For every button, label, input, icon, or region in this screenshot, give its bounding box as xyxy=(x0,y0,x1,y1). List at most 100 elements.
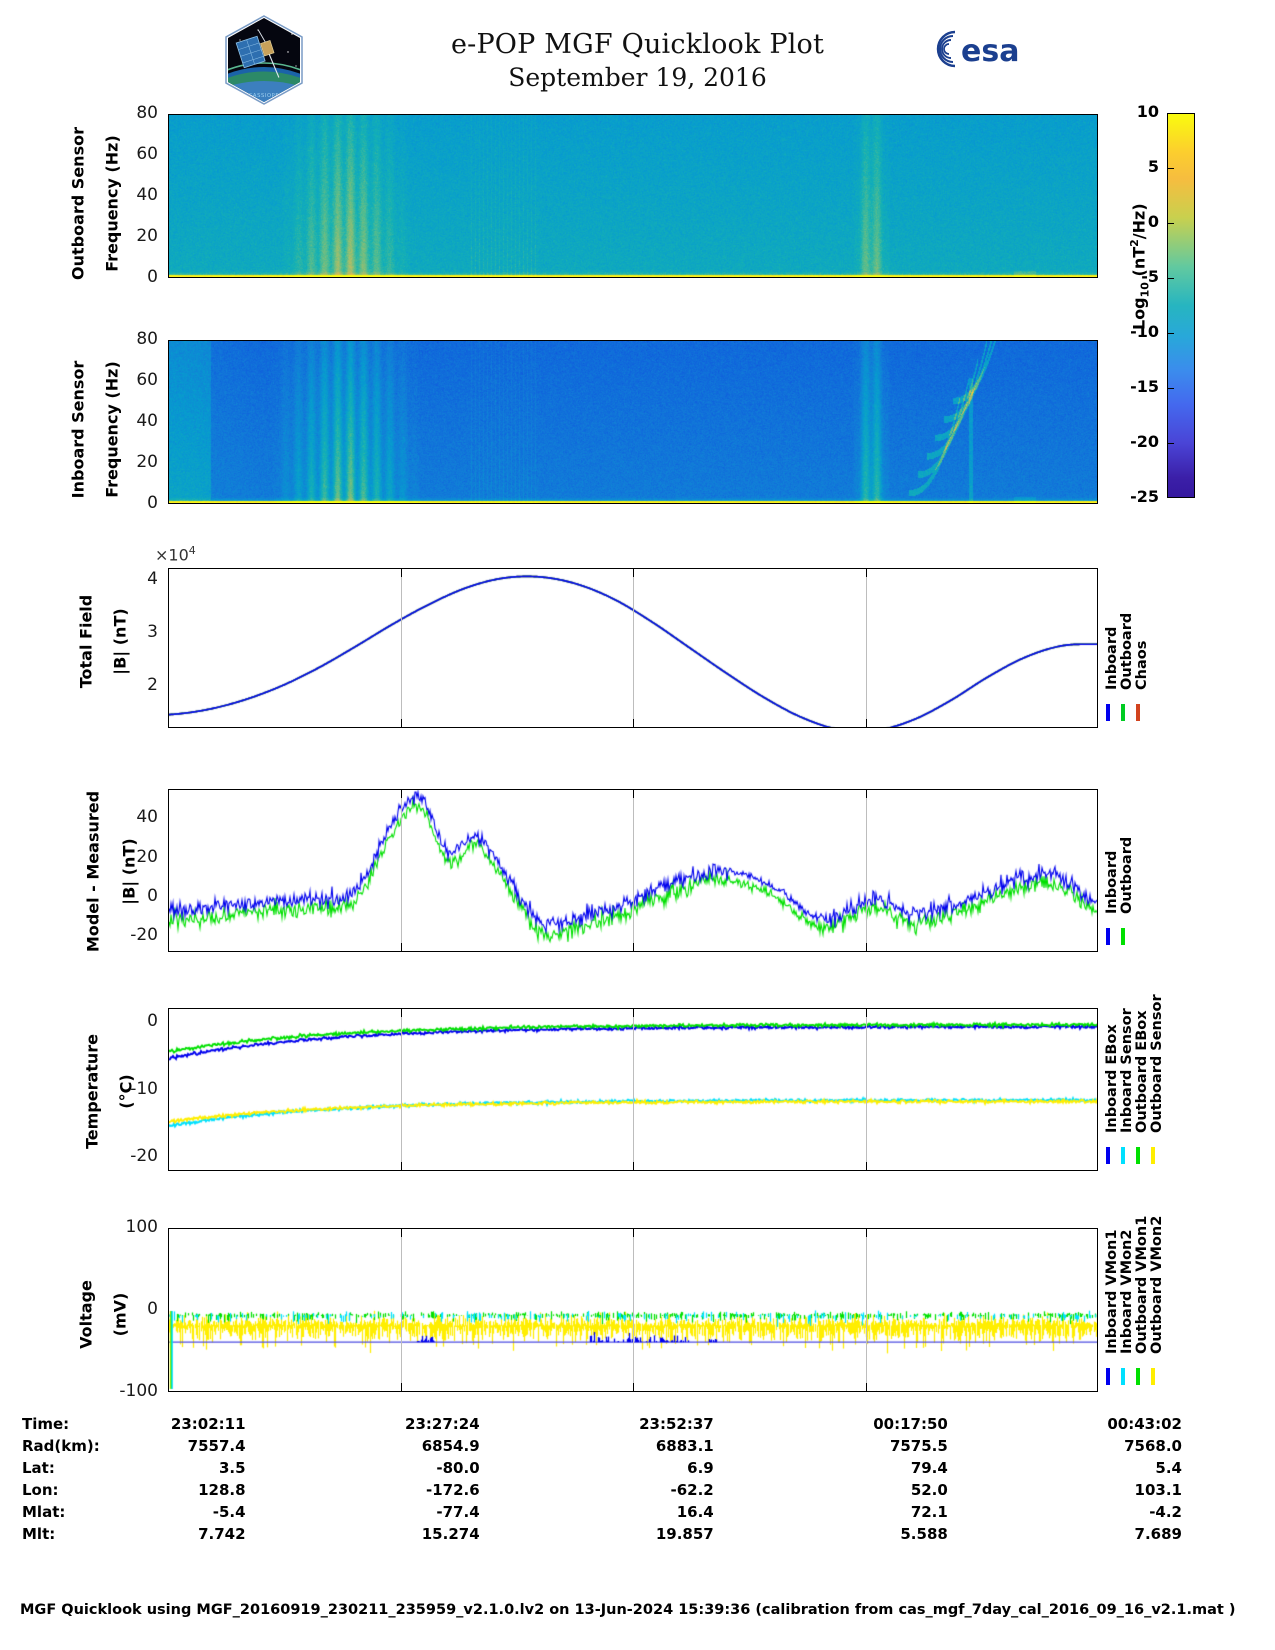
axis-vtick-mark xyxy=(400,1383,402,1392)
table-row-label: Mlat: xyxy=(22,1503,66,1521)
axis-vtick-mark xyxy=(633,1383,635,1392)
axis-vtick-mark xyxy=(400,943,402,952)
table-cell: 79.4 xyxy=(910,1459,948,1477)
table-cell: 52.0 xyxy=(910,1481,948,1499)
axis-tick-label: 0 xyxy=(147,493,158,513)
table-cell: 19.857 xyxy=(655,1525,714,1543)
legend-swatch xyxy=(1106,1368,1110,1385)
table-row-label: Mlt: xyxy=(22,1525,56,1543)
legend-swatch xyxy=(1106,928,1110,945)
model-measured-ylabel-2: |B| (nT) xyxy=(119,838,139,905)
table-cell: 00:43:02 xyxy=(1107,1415,1182,1433)
legend-label: Outboard EBox xyxy=(1134,1010,1150,1133)
axis-tick-label: 100 xyxy=(125,1217,158,1237)
legend-label: Inboard xyxy=(1104,850,1120,914)
axis-vtick-mark xyxy=(865,1228,867,1237)
axis-vtick-mark xyxy=(400,1162,402,1171)
legend-label: Inboard Sensor xyxy=(1119,1008,1135,1133)
colorbar-tick-mark xyxy=(1167,168,1174,170)
colorbar-tick-mark xyxy=(1167,443,1174,445)
page-header: CASSIOPE e-POP MGF Quicklook Plot Septem… xyxy=(0,0,1275,110)
axis-tick-label: 0 xyxy=(147,886,158,907)
table-cell: -77.4 xyxy=(436,1503,480,1521)
axis-vtick-mark xyxy=(865,789,867,798)
legend-swatch xyxy=(1151,1368,1155,1385)
outboard-spectrogram-plot[interactable] xyxy=(168,114,1098,278)
axis-vgridline xyxy=(633,1228,634,1392)
axis-tick-label: 20 xyxy=(136,226,158,246)
table-row: Mlat: -5.4 -77.4 16.4 72.1 -4.2 xyxy=(22,1501,1182,1523)
axis-vtick-mark xyxy=(865,719,867,728)
legend-label: Chaos xyxy=(1134,640,1150,690)
axis-vgridline xyxy=(400,568,402,728)
colorbar-title-log: Log xyxy=(1129,297,1149,330)
axis-vgridline xyxy=(633,789,634,952)
table-cell: 128.8 xyxy=(198,1481,246,1499)
axis-vgridline xyxy=(865,1008,867,1171)
axis-tick-label: 60 xyxy=(136,144,158,164)
table-cell: 7.689 xyxy=(1134,1525,1182,1543)
axis-vtick-mark xyxy=(865,1162,867,1171)
axis-tick-label: 4 xyxy=(147,568,158,589)
axis-tick-label: 0 xyxy=(147,1299,158,1319)
ephemeris-table: Time: 23:02:11 23:27:24 23:52:37 00:17:50 00:… xyxy=(22,1413,1222,1545)
page-title: e-POP MGF Quicklook Plot xyxy=(450,29,825,60)
axis-tick-label: -100 xyxy=(119,1381,158,1401)
axis-vtick-mark xyxy=(865,943,867,952)
table-cell: -172.6 xyxy=(425,1481,480,1499)
page-subtitle-date: September 19, 2016 xyxy=(508,63,767,92)
table-cell: 7575.5 xyxy=(889,1437,948,1455)
legend-label: Inboard xyxy=(1104,626,1120,690)
axis-tick-label: 40 xyxy=(136,411,158,431)
axis-vgridline xyxy=(400,1228,402,1392)
axis-vtick-mark xyxy=(633,1008,635,1017)
legend-swatch xyxy=(1151,1147,1155,1164)
esa-logo-icon: esa xyxy=(925,28,1045,70)
table-row: Lat: 3.5 -80.0 6.9 79.4 5.4 xyxy=(22,1457,1182,1479)
axis-tick-label: 0 xyxy=(147,267,158,287)
svg-text:esa: esa xyxy=(961,34,1019,69)
legend-swatch xyxy=(1121,1368,1125,1385)
inboard-spectrogram-plot[interactable] xyxy=(168,340,1098,504)
legend-label: Outboard VMon2 xyxy=(1149,1215,1165,1354)
table-cell: 15.274 xyxy=(421,1525,480,1543)
temperature-legend: Inboard EBox Inboard Sensor Outboard EBox O… xyxy=(1102,994,1172,1171)
inboard-spectrogram-ylabel-1: Inboard Sensor xyxy=(68,360,88,499)
axis-tick-label: 40 xyxy=(136,185,158,205)
table-cell: 23:52:37 xyxy=(639,1415,714,1433)
table-cell: 7568.0 xyxy=(1124,1437,1182,1455)
table-cell: -80.0 xyxy=(436,1459,480,1477)
table-row-label: Time: xyxy=(22,1415,70,1433)
table-row: Rad(km): 7557.4 6854.9 6883.1 7575.5 7568.0 xyxy=(22,1435,1182,1457)
colorbar-title: Log10 (nT2/Hz) xyxy=(1128,203,1152,330)
axis-vtick-mark xyxy=(865,1008,867,1017)
colorbar-title-rest: (nT xyxy=(1129,246,1149,283)
legend-swatch xyxy=(1121,928,1125,945)
axis-tick-label: 2 xyxy=(147,675,158,696)
colorbar-title-sup: 2 xyxy=(1128,239,1141,247)
axis-vtick-mark xyxy=(865,1383,867,1392)
axis-tick-label: 20 xyxy=(136,452,158,472)
axis-vtick-mark xyxy=(633,1162,635,1171)
table-cell: 7557.4 xyxy=(187,1437,246,1455)
axis-tick-label: 40 xyxy=(136,807,158,828)
table-cell: 00:17:50 xyxy=(873,1415,948,1433)
colorbar-tick-label: -15 xyxy=(1130,377,1159,396)
axis-tick-label: 80 xyxy=(136,103,158,123)
legend-label: Outboard xyxy=(1119,612,1135,690)
colorbar-gradient xyxy=(1168,114,1194,497)
colorbar-tick-label: -25 xyxy=(1130,487,1159,506)
svg-text:CASSIOPE: CASSIOPE xyxy=(249,93,280,99)
colorbar-tick-label: -5 xyxy=(1141,267,1159,286)
table-cell: 103.1 xyxy=(1134,1481,1182,1499)
legend-label: Inboard VMon1 xyxy=(1104,1229,1120,1354)
table-row: Time: 23:02:11 23:27:24 23:52:37 00:17:50 00:… xyxy=(22,1413,1182,1435)
table-row-label: Rad(km): xyxy=(22,1437,100,1455)
colorbar-tick-label: 0 xyxy=(1147,212,1159,231)
cassiope-mission-patch-icon: CASSIOPE xyxy=(222,14,306,106)
outboard-spectrogram-ylabel-1: Outboard Sensor xyxy=(68,127,88,280)
legend-label: Inboard VMon2 xyxy=(1119,1229,1135,1354)
legend-label: Outboard xyxy=(1119,836,1135,914)
axis-vgridline xyxy=(633,1008,634,1171)
table-row-label: Lon: xyxy=(22,1481,59,1499)
